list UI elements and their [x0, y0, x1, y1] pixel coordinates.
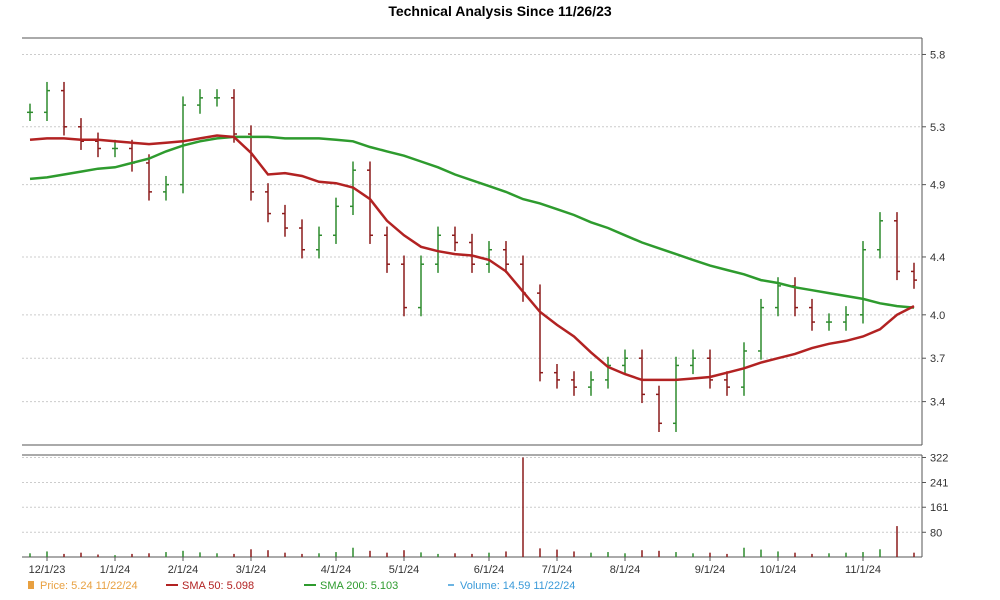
volume-ytick-label: 322	[930, 452, 948, 464]
xtick-label: 5/1/24	[389, 564, 420, 576]
xtick-label: 2/1/24	[168, 564, 199, 576]
xtick-label: 10/1/24	[760, 564, 797, 576]
price-panel: 3.4 3.7 4.0 4.4 4.9 5.3 5.8	[22, 37, 945, 446]
price-ytick-label: 4.0	[930, 310, 945, 322]
xtick-label: 3/1/24	[236, 564, 267, 576]
price-ytick-label: 3.4	[930, 397, 945, 409]
xtick-label: 8/1/24	[610, 564, 641, 576]
xtick-label: 4/1/24	[321, 564, 352, 576]
legend: Price: 5.24 11/22/24 SMA 50: 5.098 SMA 200…	[28, 580, 575, 592]
legend-label: SMA 50: 5.098	[182, 580, 254, 592]
sma50-line	[29, 134, 915, 382]
xtick-label: 12/1/23	[29, 564, 66, 576]
xtick-label: 1/1/24	[100, 564, 131, 576]
chart-title: Technical Analysis Since 11/26/23	[388, 3, 612, 19]
xtick-label: 6/1/24	[474, 564, 505, 576]
price-ytick-label: 5.3	[930, 122, 945, 134]
legend-label: Volume: 14.59 11/22/24	[460, 580, 575, 592]
volume-ytick-label: 161	[930, 502, 948, 514]
volume-ytick-label: 241	[930, 478, 948, 490]
legend-marker	[28, 581, 34, 589]
xtick-label: 7/1/24	[542, 564, 573, 576]
legend-label: SMA 200: 5.103	[320, 580, 398, 592]
volume-panel: 80 161 241 322	[22, 452, 948, 558]
price-ytick-label: 5.8	[930, 49, 945, 61]
price-ytick-label: 3.7	[930, 353, 945, 365]
volume-ytick-label: 80	[930, 527, 942, 539]
price-ytick-label: 4.4	[930, 252, 945, 264]
price-ytick-label: 4.9	[930, 180, 945, 192]
legend-label: Price: 5.24 11/22/24	[40, 580, 138, 592]
xtick-label: 11/1/24	[845, 564, 881, 576]
x-axis: 12/1/23 1/1/24 2/1/24 3/1/24 4/1/24 5/1/24 6/1…	[29, 557, 881, 576]
xtick-label: 9/1/24	[695, 564, 726, 576]
sma200-line	[29, 135, 915, 309]
